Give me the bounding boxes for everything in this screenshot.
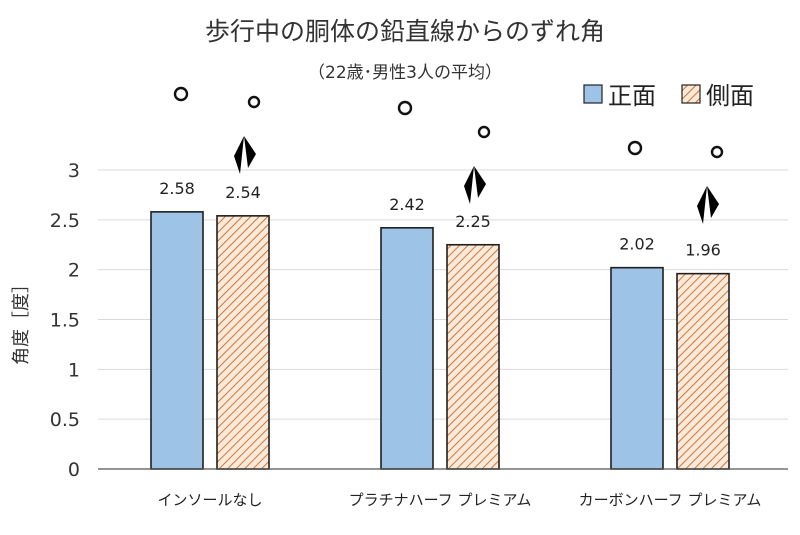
chart-subtitle: （22歳･男性3人の平均） [308,63,502,83]
y-tick-label: 1.5 [50,310,80,332]
category-label: カーボンハーフ プレミアム [579,491,762,509]
gridlines [98,169,788,420]
y-tick-label: 2.5 [50,210,80,232]
bar-front [150,211,204,470]
y-tick-label: 3 [68,160,80,182]
bar-side [446,243,500,470]
side-stick-figure-icon [230,95,268,176]
legend-swatch-front [583,84,603,104]
data-label: 2.54 [225,183,261,202]
front-stick-figure-icon [611,140,659,224]
bar-side [676,272,730,470]
side-stick-figure-icon [460,125,498,206]
y-tick-label: 1 [68,359,80,381]
bars [150,211,730,470]
category-label: プラチナハーフ プレミアム [349,491,532,509]
category-label: インソールなし [157,491,262,509]
y-axis-label: 角度［度］ [11,275,32,365]
data-label: 2.25 [455,212,491,231]
data-label: 1.96 [685,241,721,260]
legend-label-side: 側面 [706,82,754,110]
legend: 正面 側面 [583,82,754,110]
category-labels: インソールなし プラチナハーフ プレミアム カーボンハーフ プレミアム [157,491,761,509]
side-stick-figure-icon [693,145,731,226]
legend-swatch-side [681,84,701,104]
legend-item-side: 側面 [681,82,754,110]
y-tick-labels: 0 0.5 1 1.5 2 2.5 3 [50,160,80,481]
bar-front [610,266,664,470]
y-tick-label: 0 [68,459,80,481]
legend-label-front: 正面 [608,82,656,110]
data-labels: 2.58 2.54 2.42 2.25 2.02 1.96 [159,179,721,260]
data-label: 2.58 [159,179,195,198]
bar-side [216,215,270,470]
front-stick-figure-icon [157,86,205,170]
legend-item-front: 正面 [583,82,656,110]
y-tick-label: 0.5 [50,409,80,431]
data-label: 2.02 [619,235,655,254]
y-tick-label: 2 [68,260,80,282]
data-label: 2.42 [389,195,425,214]
bar-front [380,227,434,470]
chart-title: 歩行中の胴体の鉛直線からのずれ角 [205,17,605,46]
